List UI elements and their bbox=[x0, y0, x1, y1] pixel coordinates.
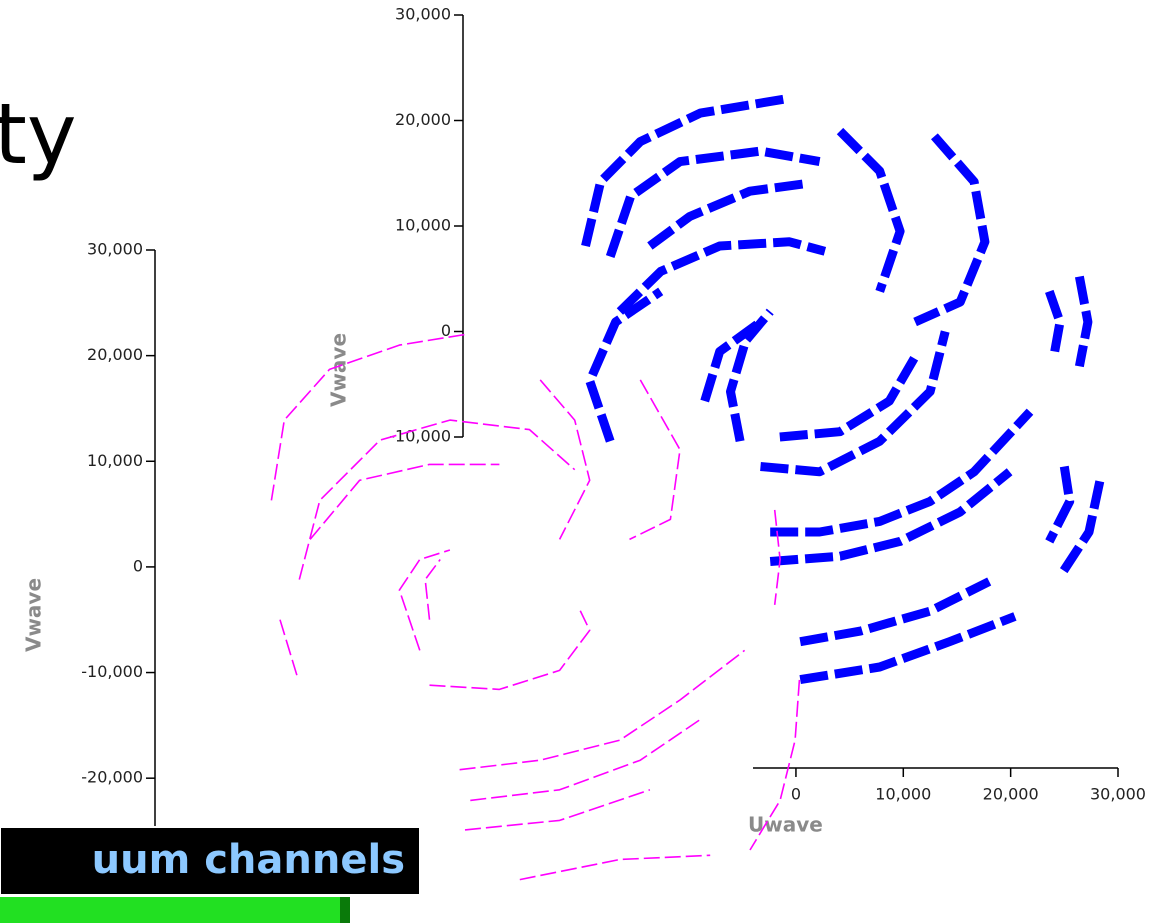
uv-track bbox=[590, 291, 661, 441]
green-strip bbox=[0, 897, 350, 923]
uv-track bbox=[840, 131, 900, 291]
uv-track bbox=[800, 616, 1015, 679]
uv-track bbox=[520, 855, 710, 879]
uv-track bbox=[761, 332, 946, 472]
uv-track bbox=[399, 550, 450, 650]
uv-track bbox=[271, 335, 465, 501]
y-tick-label: 30,000 bbox=[395, 5, 451, 24]
y-tick-label: -10,000 bbox=[81, 662, 143, 681]
uv-track bbox=[1060, 481, 1100, 576]
x-tick-label: 20,000 bbox=[983, 785, 1039, 804]
slide: ty -10,000 0 10,000 20,000 30,000 0 10,000 20,0… bbox=[0, 0, 1160, 923]
uv-track bbox=[470, 720, 699, 800]
slide-title: ty bbox=[0, 85, 77, 183]
y-tick-label: -10,000 bbox=[389, 427, 451, 446]
uv-track bbox=[430, 610, 590, 689]
y-axis-label: Vwave bbox=[22, 578, 46, 652]
x-axis-label: Uwave bbox=[748, 813, 823, 837]
x-tick-label: 10,000 bbox=[875, 785, 931, 804]
uv-track bbox=[915, 136, 985, 322]
uv-track bbox=[650, 184, 805, 246]
uv-track bbox=[310, 464, 499, 539]
uv-track bbox=[586, 98, 790, 246]
uv-track bbox=[465, 790, 650, 830]
uv-track bbox=[630, 380, 681, 540]
slide-canvas: ty -10,000 0 10,000 20,000 30,000 0 10,000 20,0… bbox=[0, 0, 1160, 923]
uv-track bbox=[1049, 467, 1069, 542]
uv-track bbox=[460, 650, 745, 769]
y-tick-label: 0 bbox=[133, 556, 143, 575]
y-tick-label: 10,000 bbox=[87, 451, 143, 470]
x-tick-label: 0 bbox=[791, 785, 801, 804]
uv-track bbox=[620, 242, 825, 312]
banner-text: uum channels bbox=[92, 837, 405, 883]
y-tick-label: -20,000 bbox=[81, 768, 143, 787]
uv-plot-back: -20,000 -10,000 0 10,000 20,000 30,000 Vwave bbox=[22, 240, 800, 880]
uv-track bbox=[1079, 277, 1088, 367]
x-tick-label: 30,000 bbox=[1090, 785, 1146, 804]
y-tick-label: 30,000 bbox=[87, 240, 143, 259]
uv-track bbox=[800, 582, 989, 642]
uv-track bbox=[1049, 291, 1060, 351]
uv-track bbox=[425, 560, 440, 620]
uv-track bbox=[540, 380, 590, 540]
charts: -10,000 0 10,000 20,000 30,000 0 10,000 20,000 3… bbox=[22, 5, 1146, 880]
uv-track bbox=[280, 620, 298, 680]
y-tick-label: 20,000 bbox=[87, 345, 143, 364]
y-tick-label: 20,000 bbox=[395, 110, 451, 129]
green-strip-edge bbox=[340, 897, 350, 923]
y-tick-label: 10,000 bbox=[395, 216, 451, 235]
